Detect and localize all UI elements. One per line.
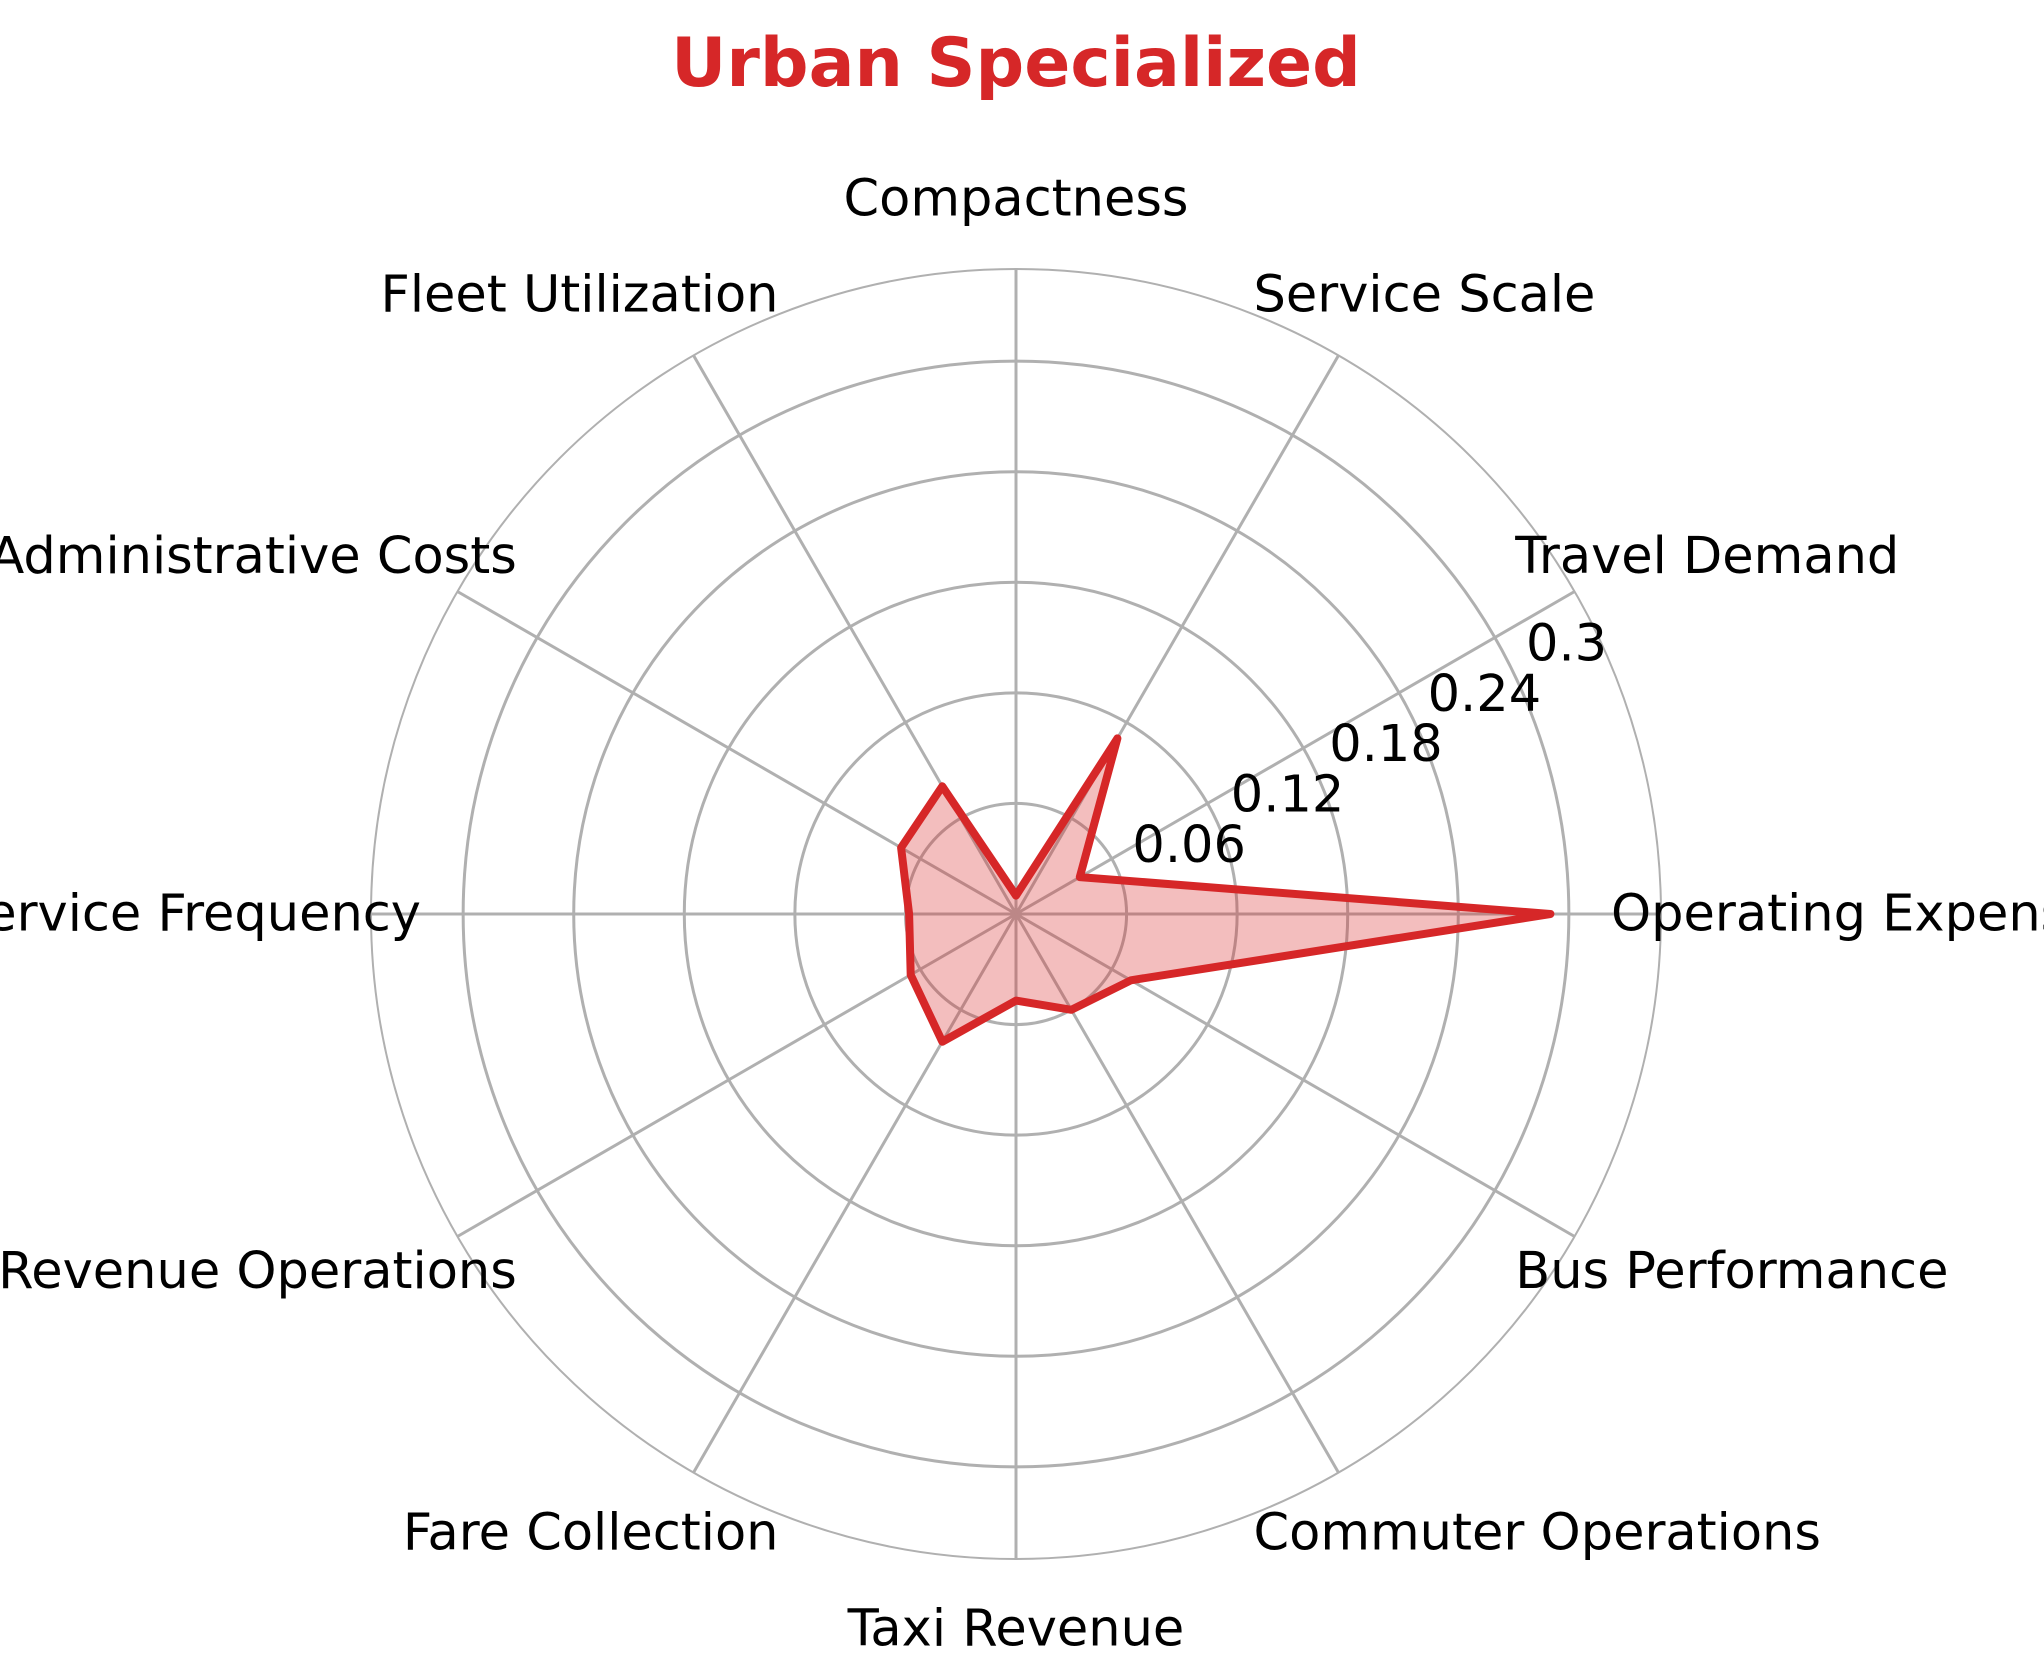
spoke-1 bbox=[1015, 590, 1576, 916]
spoke-2 bbox=[1014, 354, 1340, 915]
category-label-5: Administrative Costs bbox=[0, 527, 517, 586]
category-labels: Operating Expenses Travel Demand Service S… bbox=[0, 170, 2044, 1659]
category-label-2: Service Scale bbox=[1254, 265, 1596, 324]
category-label-8: Fare Collection bbox=[403, 1504, 779, 1563]
category-label-3: Compactness bbox=[844, 170, 1189, 229]
radar-series bbox=[897, 734, 1555, 1046]
spoke-7 bbox=[456, 912, 1017, 1238]
tick-label-4: 0.3 bbox=[1526, 614, 1607, 673]
spoke-11 bbox=[1015, 912, 1576, 1238]
series-line bbox=[897, 734, 1555, 1046]
category-label-7: Revenue Operations bbox=[0, 1242, 517, 1301]
tick-label-2: 0.18 bbox=[1329, 715, 1443, 774]
tick-label-1: 0.12 bbox=[1231, 766, 1345, 825]
radar-grid bbox=[370, 268, 1662, 1560]
chart-title: Urban Specialized bbox=[671, 24, 1361, 103]
category-label-10: Commuter Operations bbox=[1254, 1504, 1821, 1563]
category-label-11: Bus Performance bbox=[1515, 1242, 1948, 1301]
category-label-6: Service Frequency bbox=[0, 885, 421, 944]
tick-label-3: 0.24 bbox=[1428, 665, 1542, 724]
tick-label-0: 0.06 bbox=[1132, 816, 1246, 875]
category-label-1: Travel Demand bbox=[1514, 527, 1899, 586]
category-label-9: Taxi Revenue bbox=[847, 1600, 1185, 1659]
radial-tick-labels: 0.060.120.180.240.3 bbox=[1132, 614, 1607, 875]
category-label-0: Operating Expenses bbox=[1611, 885, 2044, 944]
spoke-5 bbox=[456, 590, 1017, 916]
spoke-8 bbox=[692, 913, 1018, 1474]
category-label-4: Fleet Utilization bbox=[380, 265, 778, 324]
